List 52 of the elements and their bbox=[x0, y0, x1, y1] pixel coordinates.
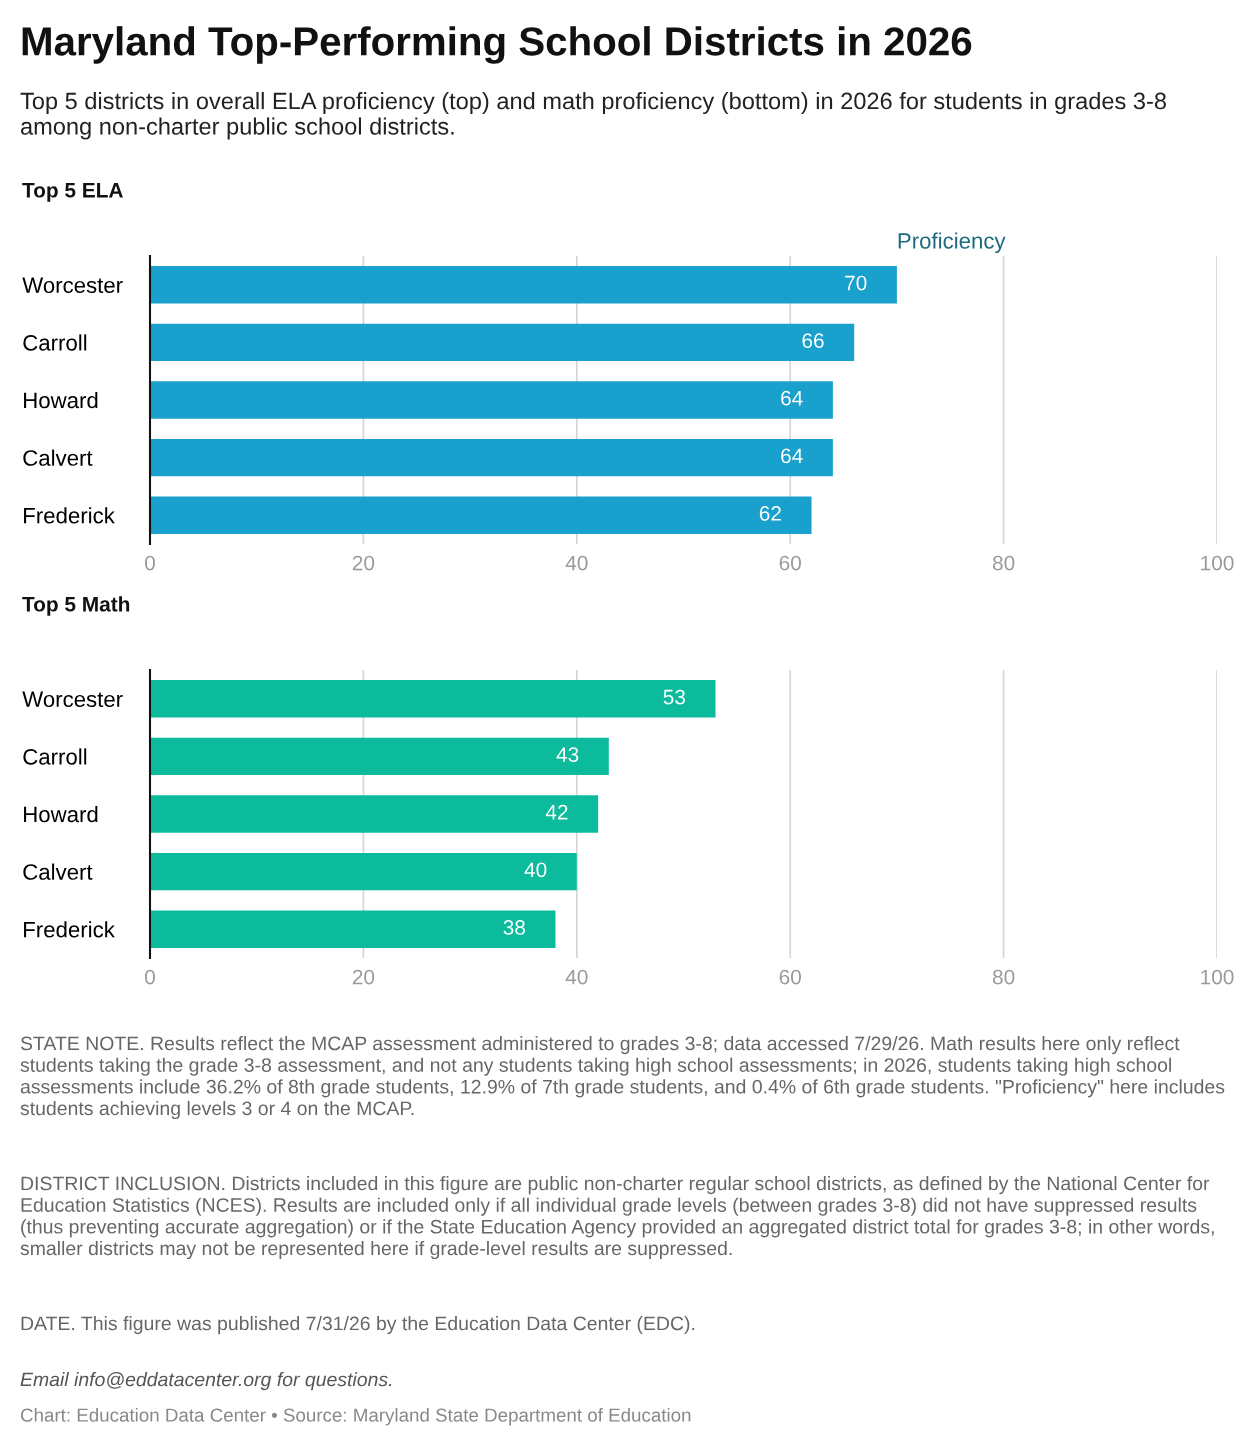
x-tick-label: 40 bbox=[565, 555, 588, 571]
data-label: 38 bbox=[503, 920, 525, 935]
bar bbox=[150, 323, 855, 362]
data-label: 66 bbox=[802, 333, 824, 348]
y-tick-label: Carroll bbox=[23, 334, 87, 351]
bar bbox=[150, 795, 599, 833]
text: Top 5 districts in overall ELA proficiency (top) and math proficiency (bottom) in 2026 for students in grades 3-8 among non-charter public school districts. bbox=[20, 92, 1166, 140]
x-tick-label: 40 bbox=[565, 969, 588, 985]
data-label: 40 bbox=[524, 862, 547, 878]
data-label: 53 bbox=[663, 689, 685, 705]
data-label: 64 bbox=[781, 390, 803, 406]
data-label: 42 bbox=[545, 804, 568, 820]
text: DISTRICT INCLUSION. Districts included in this figure are public non-charter regular school districts, as defined by the National Center for Education Statistics (NCES). Results are included only if all individual grade levels (between grades 3-8) did not have suppressed results (thus preventing accurate aggregation) or if the State Education Agency provided an aggregated district total for grades 3-8; in other words, smaller districts may not be represented here if grade-level results are suppressed. bbox=[20, 1176, 1214, 1260]
bar bbox=[150, 266, 897, 304]
text: STATE NOTE. Results reflect the MCAP assessment administered to grades 3-8; data accessed 7/29/26. Math results here only reflect students taking the grade 3-8 assessment, and not any students taking high school assessments; in 2026, students taking high school assessments include 36.2% of 8th grade students, 12.9% of 7th grade students, and 0.4% of 6th grade students. "Proficiency" here includes students achieving levels 3 or 4 on the MCAP. bbox=[20, 1036, 1225, 1120]
y-tick-label: Calvert bbox=[23, 449, 93, 466]
bar bbox=[150, 737, 609, 776]
bar bbox=[150, 910, 556, 948]
bar bbox=[150, 381, 833, 419]
x-tick-label: 100 bbox=[1201, 969, 1234, 985]
data-label: 62 bbox=[759, 506, 781, 521]
data-label: 43 bbox=[556, 747, 579, 762]
bar bbox=[150, 496, 812, 534]
y-tick-label: Carroll bbox=[23, 748, 87, 765]
series-label: Proficiency bbox=[898, 232, 1006, 254]
x-tick-label: 0 bbox=[145, 555, 155, 571]
data-label: 64 bbox=[781, 448, 803, 464]
y-tick-label: Worcester bbox=[22, 277, 123, 294]
x-tick-label: 100 bbox=[1201, 555, 1234, 571]
y-tick-label: Frederick bbox=[24, 507, 115, 524]
x-tick-label: 60 bbox=[779, 969, 801, 985]
x-tick-label: 80 bbox=[992, 555, 1015, 571]
x-tick-label: 80 bbox=[992, 969, 1015, 985]
chart-title: Top 5 Math bbox=[22, 596, 130, 616]
y-tick-label: Frederick bbox=[24, 921, 115, 938]
text: Maryland Top-Performing School Districts in 2026 bbox=[22, 26, 972, 64]
bar bbox=[150, 680, 716, 718]
y-tick-label: Calvert bbox=[23, 863, 93, 880]
x-tick-label: 20 bbox=[352, 555, 375, 571]
x-tick-label: 60 bbox=[779, 555, 801, 571]
y-tick-label: Howard bbox=[24, 805, 98, 823]
chart-title: Top 5 ELA bbox=[22, 183, 123, 202]
text: Chart: Education Data Center • Source: Maryland State Department of Education bbox=[20, 1408, 691, 1426]
x-tick-label: 20 bbox=[352, 969, 375, 985]
y-tick-label: Howard bbox=[24, 391, 98, 409]
bar bbox=[150, 438, 833, 477]
bar bbox=[150, 852, 577, 891]
text: DATE. This figure was published 7/31/26 by the Education Data Center (EDC). bbox=[21, 1316, 695, 1335]
x-tick-label: 0 bbox=[145, 969, 155, 985]
data-label: 70 bbox=[845, 275, 867, 291]
text: Email info@eddatacenter.org for questions. bbox=[20, 1372, 392, 1391]
y-tick-label: Worcester bbox=[22, 691, 123, 708]
